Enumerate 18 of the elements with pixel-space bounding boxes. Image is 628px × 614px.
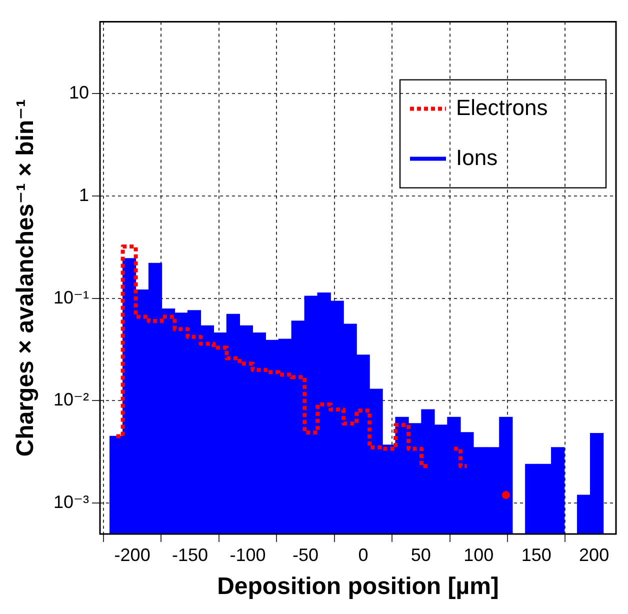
x-tick-label: -100 bbox=[230, 544, 266, 565]
x-tick-label: 200 bbox=[579, 544, 610, 565]
y-tick-label: 10⁻³ bbox=[53, 492, 89, 512]
y-axis-title: Charges × avalanches⁻¹ × bin⁻¹ bbox=[12, 99, 40, 457]
x-tick-label: 150 bbox=[521, 544, 552, 565]
y-tick-label: 10 bbox=[68, 82, 89, 102]
x-tick-label: 100 bbox=[464, 544, 494, 565]
legend-label: Electrons bbox=[456, 94, 548, 120]
x-tick-label: -50 bbox=[292, 544, 318, 565]
x-tick-label: -200 bbox=[114, 544, 150, 565]
x-tick-label: -150 bbox=[172, 544, 208, 565]
x-tick-label: 50 bbox=[410, 544, 431, 565]
x-tick-label: 0 bbox=[358, 544, 368, 565]
y-tick-label: 1 bbox=[78, 184, 89, 205]
legend-label: Ions bbox=[456, 144, 498, 170]
y-tick-label: 10⁻¹ bbox=[53, 287, 89, 308]
x-axis-title: Deposition position [µm] bbox=[217, 573, 499, 600]
y-tick-label: 10⁻² bbox=[53, 390, 89, 410]
